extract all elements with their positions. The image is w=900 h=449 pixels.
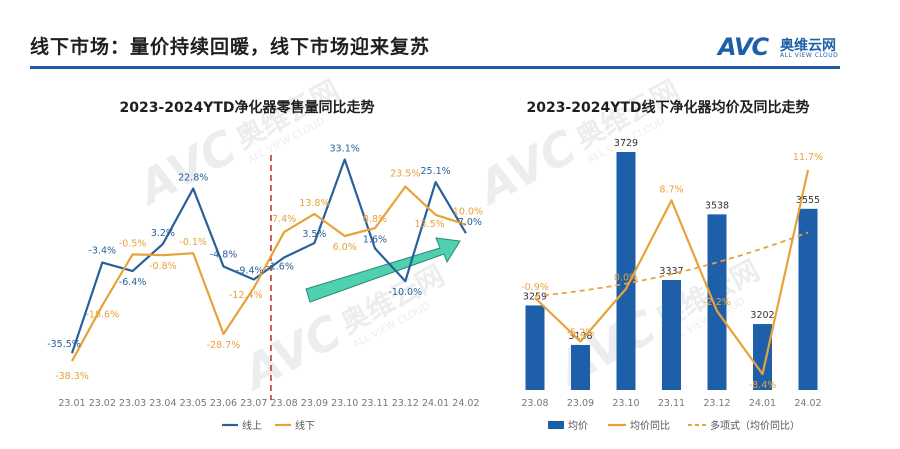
- online-data-label: -9.4%: [236, 265, 264, 276]
- left-chart-title: 2023-2024YTD净化器零售量同比走势: [119, 99, 374, 116]
- online-data-label: 22.8%: [178, 173, 208, 184]
- offline-data-label: -38.3%: [55, 371, 89, 382]
- right-x-tick: 24.01: [749, 398, 776, 409]
- price-bar: [707, 214, 727, 390]
- yoy-data-label: 8.7%: [659, 184, 683, 195]
- logo-cn: 奥维云网: [780, 38, 836, 54]
- offline-series-line: [71, 185, 467, 362]
- price-bar: [662, 279, 681, 390]
- legend-bar-label: 均价: [568, 420, 588, 432]
- offline-data-label: 6.0%: [333, 242, 357, 253]
- yoy-data-label: 0.0%: [614, 273, 638, 284]
- legend-offline-label: 线下: [295, 419, 315, 432]
- online-series-line: [70, 158, 467, 354]
- right-x-tick: 23.09: [567, 398, 594, 409]
- right-x-tick: 24.02: [794, 398, 821, 409]
- bar-value-label: 3202: [750, 310, 774, 321]
- offline-data-label: 13.5%: [415, 219, 445, 230]
- logo-mark: AVC: [718, 33, 769, 61]
- left-x-tick: 23.10: [331, 398, 358, 409]
- bar-value-label: 3555: [796, 195, 820, 206]
- left-x-tick: 23.08: [270, 398, 297, 409]
- yoy-data-label: -8.4%: [749, 380, 777, 391]
- left-x-tick: 23.03: [119, 398, 146, 409]
- legend-online-label: 线上: [242, 419, 262, 432]
- left-x-tick: 24.02: [452, 398, 479, 409]
- online-data-label: 3.5%: [302, 229, 326, 240]
- yoy-data-label: 11.7%: [793, 152, 823, 163]
- price-bar: [798, 208, 818, 390]
- online-data-label: 1.6%: [363, 234, 387, 245]
- bar-value-label: 3538: [705, 200, 729, 211]
- avc-logo: AVC 奥维云网 ALL VIEW CLOUD: [718, 33, 858, 61]
- left-x-tick: 23.04: [149, 398, 176, 409]
- right-x-tick: 23.11: [658, 398, 685, 409]
- offline-data-label: 13.8%: [299, 198, 329, 209]
- offline-data-label: 23.5%: [390, 169, 420, 180]
- online-data-label: -1.6%: [266, 261, 294, 272]
- offline-data-label: 8.8%: [363, 214, 387, 225]
- online-data-label: -4.8%: [210, 249, 238, 260]
- online-data-label: 25.1%: [421, 166, 451, 177]
- online-data-label: -35.5%: [47, 339, 81, 350]
- watermark-mark: AVC: [467, 119, 585, 216]
- bar-value-label: 3138: [568, 331, 592, 342]
- legend-bar-swatch: [548, 421, 564, 429]
- trend-arrow: [305, 237, 461, 303]
- left-x-tick: 23.06: [210, 398, 237, 409]
- right-x-tick: 23.10: [612, 398, 639, 409]
- offline-data-label: 10.0%: [453, 207, 483, 218]
- header-rule: [30, 66, 840, 69]
- watermark-mark: AVC: [232, 304, 350, 401]
- page-title: 线下市场：量价持续回暖，线下市场迎来复苏: [30, 36, 431, 58]
- left-x-tick: 23.05: [180, 398, 207, 409]
- bar-value-label: 3337: [659, 266, 683, 277]
- polynomial-trend-line: [534, 231, 809, 297]
- offline-data-label: -28.7%: [207, 340, 241, 351]
- left-x-tick: 23.07: [240, 398, 267, 409]
- yoy-data-label: -0.9%: [521, 282, 549, 293]
- online-data-label: 7.0%: [458, 217, 482, 228]
- online-data-label: -3.4%: [89, 246, 117, 257]
- online-data-label: -10.0%: [388, 287, 422, 298]
- yoy-data-label: -2.2%: [703, 297, 731, 308]
- left-x-tick: 23.01: [58, 398, 85, 409]
- right-chart-title: 2023-2024YTD线下净化器均价及同比走势: [526, 99, 809, 116]
- left-x-tick: 24.01: [422, 398, 449, 409]
- left-x-tick: 23.09: [301, 398, 328, 409]
- left-x-tick: 23.12: [392, 398, 419, 409]
- price-bar: [571, 344, 590, 390]
- offline-data-label: 7.4%: [272, 214, 296, 225]
- yoy-data-label: -5.2%: [567, 328, 595, 339]
- left-x-tick: 23.02: [89, 398, 116, 409]
- logo-en: ALL VIEW CLOUD: [780, 52, 839, 59]
- offline-data-label: -0.8%: [149, 261, 177, 272]
- online-data-label: 33.1%: [330, 143, 360, 154]
- watermark-mark: AVC: [547, 299, 665, 396]
- price-bar: [753, 324, 772, 390]
- bar-value-label: 3259: [523, 291, 547, 302]
- online-data-label: -6.4%: [119, 277, 147, 288]
- right-x-tick: 23.12: [703, 398, 730, 409]
- offline-data-label: -0.1%: [179, 237, 207, 248]
- offline-data-label: -18.6%: [85, 309, 119, 320]
- price-bar: [525, 305, 545, 390]
- bar-value-label: 3729: [614, 138, 638, 149]
- online-data-label: 3.2%: [151, 228, 175, 239]
- legend-yoy-label: 均价同比: [630, 420, 670, 432]
- legend-trend-label: 多项式（均价同比）: [710, 419, 800, 432]
- right-x-tick: 23.08: [521, 398, 548, 409]
- yoy-series-line: [534, 169, 810, 376]
- offline-data-label: -0.5%: [119, 238, 147, 249]
- offline-data-label: -12.4%: [229, 290, 263, 301]
- left-x-tick: 23.11: [361, 398, 388, 409]
- price-bar: [616, 152, 636, 390]
